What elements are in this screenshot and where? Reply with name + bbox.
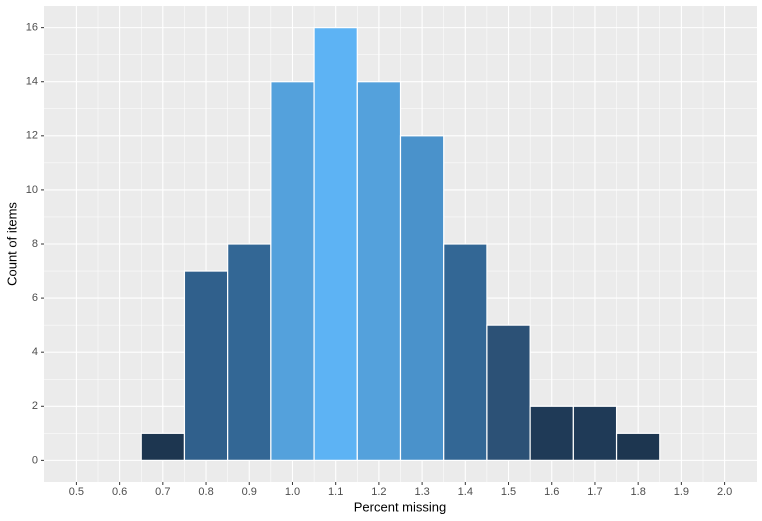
y-tick-label: 14 bbox=[26, 76, 38, 88]
x-tick-label: 1.6 bbox=[544, 486, 559, 498]
x-tick-label: 1.5 bbox=[501, 486, 516, 498]
bar bbox=[270, 81, 315, 461]
x-tick-label: 1.1 bbox=[328, 486, 343, 498]
y-tick-label: 2 bbox=[32, 400, 38, 412]
x-axis-title: Percent missing bbox=[354, 499, 446, 514]
bar bbox=[486, 324, 531, 461]
x-tick-label: 1.2 bbox=[371, 486, 386, 498]
bar bbox=[140, 432, 186, 461]
x-tick-label: 0.8 bbox=[198, 486, 213, 498]
bar bbox=[615, 432, 661, 461]
x-tick-label: 0.7 bbox=[155, 486, 170, 498]
y-tick-label: 8 bbox=[32, 238, 38, 250]
bar bbox=[356, 81, 402, 461]
bar bbox=[227, 243, 272, 461]
bar bbox=[443, 243, 488, 461]
x-tick-label: 1.4 bbox=[458, 486, 473, 498]
y-tick-label: 10 bbox=[26, 184, 38, 196]
y-tick-label: 16 bbox=[26, 22, 38, 34]
y-tick-label: 12 bbox=[26, 130, 38, 142]
x-tick-label: 1.7 bbox=[587, 486, 602, 498]
bars bbox=[140, 27, 661, 461]
x-tick-label: 1.9 bbox=[674, 486, 689, 498]
x-tick-label: 2.0 bbox=[717, 486, 732, 498]
y-tick-label: 6 bbox=[32, 292, 38, 304]
y-tick-label: 0 bbox=[32, 454, 38, 466]
y-tick-label: 4 bbox=[32, 346, 38, 358]
bar bbox=[313, 27, 358, 461]
x-tick-label: 0.9 bbox=[242, 486, 257, 498]
bar bbox=[529, 405, 574, 461]
bar bbox=[399, 135, 445, 461]
x-tick-label: 0.6 bbox=[112, 486, 127, 498]
x-tick-label: 1.0 bbox=[285, 486, 300, 498]
x-tick-label: 1.8 bbox=[631, 486, 646, 498]
x-tick-label: 0.5 bbox=[69, 486, 84, 498]
x-tick-label: 1.3 bbox=[414, 486, 429, 498]
bar bbox=[183, 270, 229, 461]
bar bbox=[572, 405, 618, 461]
y-axis-title: Count of items bbox=[4, 202, 19, 286]
